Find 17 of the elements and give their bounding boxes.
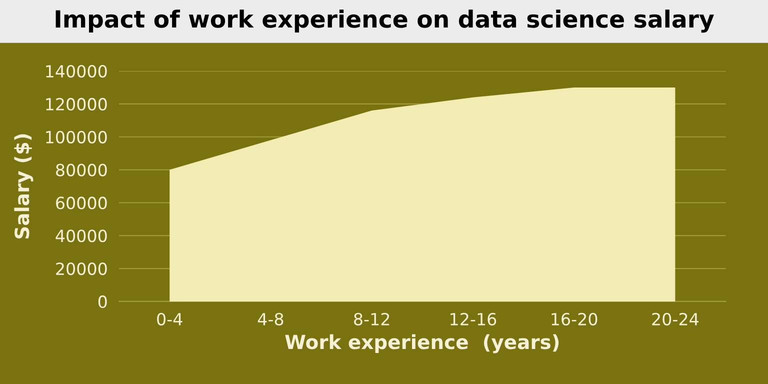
y-axis-title: Salary ($) bbox=[14, 134, 34, 238]
chart-title: Impact of work experience on data science salary bbox=[56, 10, 714, 33]
x-tick-label: 0-4 bbox=[157, 312, 182, 326]
y-tick-label: 60000 bbox=[56, 196, 107, 210]
x-tick-label: 8-12 bbox=[354, 312, 390, 326]
y-tick-label: 80000 bbox=[56, 164, 107, 176]
y-tick-label: 0 bbox=[98, 295, 107, 308]
x-axis-title: Work experience (years) bbox=[285, 334, 559, 354]
x-tick-label: 12-16 bbox=[450, 312, 496, 326]
y-tick-label: 120000 bbox=[46, 98, 107, 111]
x-tick-label: 16-20 bbox=[552, 312, 598, 326]
y-tick-label: 100000 bbox=[46, 130, 107, 144]
x-tick-label: 4-8 bbox=[258, 312, 284, 326]
y-tick-label: 140000 bbox=[46, 65, 107, 78]
y-tick-label: 20000 bbox=[56, 262, 107, 276]
y-tick-label: 40000 bbox=[56, 230, 107, 242]
x-tick-label: 20-24 bbox=[652, 312, 698, 326]
